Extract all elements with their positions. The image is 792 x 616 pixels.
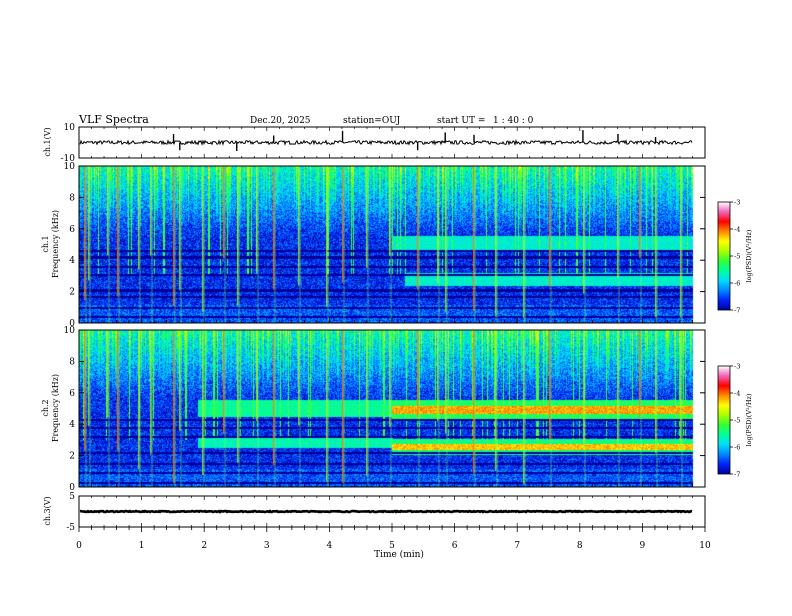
waveform-trace: [79, 509, 693, 514]
colorbar-label: log(PSD)(V²/Hz): [745, 393, 753, 446]
x-tick-label-4: 4: [327, 541, 333, 551]
header-start-label: start UT =: [437, 116, 485, 126]
ch1-waveform-ylabel: ch.1(V): [43, 127, 52, 156]
ch1-spectrogram-canvas: [79, 166, 705, 323]
ch3-waveform-ylabel: ch.3(V): [43, 496, 52, 525]
ch3-waveform-panel: 5 -5 ch.3(V): [43, 492, 706, 533]
ch1-colorbar: -3 -4 -5 -6 -7 log(PSD)(V²/Hz): [717, 199, 753, 315]
spec-ytick-label-4: 8: [69, 193, 75, 203]
colorbar-tick-label-2: -5: [734, 417, 740, 425]
ch3-waveform-marks: [78, 496, 706, 527]
ch2-spectrogram-canvas: [79, 330, 705, 487]
ch1-waveform-panel: 10 -10 ch.1(V): [43, 123, 706, 164]
header-start-time: 1 : 40 : 0: [493, 116, 534, 126]
spec-ytick-label-5: 10: [64, 162, 76, 172]
chart-title: VLF Spectra: [78, 113, 149, 126]
x-axis-label: Time (min): [374, 549, 424, 560]
x-tick-label-3: 3: [264, 541, 270, 551]
spec-ytick-label-4: 8: [69, 357, 75, 367]
colorbar-scale: [717, 201, 731, 311]
colorbar-tick-label-0: -3: [734, 199, 740, 207]
ch1-waveform-marks: [78, 127, 706, 158]
colorbar-tick-label-1: -4: [734, 226, 740, 234]
x-tick-label-9: 9: [640, 541, 646, 551]
spec-ytick-label-2: 4: [69, 256, 75, 266]
ch1-spectrogram-panel: 0 2 4 6 8 10 ch.1 Frequency (kHz): [41, 162, 706, 329]
spec-ytick-label-1: 2: [69, 452, 75, 462]
spec-ytick-label-3: 6: [69, 389, 75, 399]
x-tick-label-8: 8: [577, 541, 583, 551]
colorbar-label: log(PSD)(V²/Hz): [745, 229, 753, 282]
waveform-trace: [79, 139, 693, 147]
ch1-ytick-bottom: -10: [61, 154, 76, 164]
ch2-spectrogram-panel: 0 2 4 6 8 10 ch.2 Frequency (kHz): [41, 326, 706, 493]
x-tick-label-6: 6: [452, 541, 458, 551]
header-station: station=OUJ: [343, 116, 401, 126]
spec-ytick-label-1: 2: [69, 288, 75, 298]
x-axis: 0 1 2 3 4 5 6 7 8 9 10: [76, 318, 711, 551]
ch1-spec-ylabel-channel: ch.1: [41, 235, 50, 252]
ch1-spec-yticks: 0 2 4 6 8 10: [64, 162, 705, 329]
x-tick-label-5: 5: [389, 541, 395, 551]
colorbar-tick-label-1: -4: [734, 390, 740, 398]
colorbar-tick-label-2: -5: [734, 253, 740, 261]
ch2-spec-ylabel-channel: ch.2: [41, 399, 50, 416]
ch2-spec-yticks: 0 2 4 6 8 10: [64, 326, 705, 493]
ch1-ytick-top: 10: [64, 123, 76, 133]
colorbar-tick-label-4: -7: [734, 307, 740, 315]
header-date: Dec.20, 2025: [250, 116, 311, 126]
colorbar-tick-label-4: -7: [734, 471, 740, 479]
spec-ytick-label-0: 0: [69, 483, 75, 493]
colorbar-scale: [717, 365, 731, 475]
colorbar-tick-label-0: -3: [734, 363, 740, 371]
x-tick-label-2: 2: [201, 541, 207, 551]
x-tick-label-7: 7: [514, 541, 520, 551]
colorbar-tick-label-3: -6: [734, 280, 740, 288]
ch2-spectrogram-image: [79, 330, 705, 487]
ch3-ytick-top: 5: [69, 492, 75, 502]
spec-ytick-label-0: 0: [69, 319, 75, 329]
ch1-spectrogram-image: [79, 166, 705, 323]
ch2-colorbar: -3 -4 -5 -6 -7 log(PSD)(V²/Hz): [717, 363, 753, 479]
x-tick-label-1: 1: [139, 541, 145, 551]
x-tick-label-10: 10: [699, 541, 711, 551]
x-tick-label-0: 0: [76, 541, 82, 551]
ch3-ytick-bottom: -5: [66, 523, 75, 533]
spec-ytick-label-3: 6: [69, 225, 75, 235]
spec-ytick-label-2: 4: [69, 420, 75, 430]
ch2-spec-ylabel-frequency: Frequency (kHz): [51, 374, 60, 442]
colorbar-tick-label-3: -6: [734, 444, 740, 452]
spec-ytick-label-5: 10: [64, 326, 76, 336]
ch1-spec-ylabel-frequency: Frequency (kHz): [51, 210, 60, 278]
